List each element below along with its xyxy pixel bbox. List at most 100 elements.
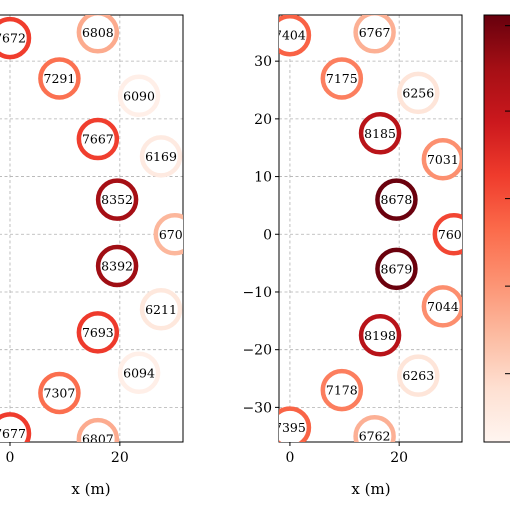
data-point-ring	[432, 213, 462, 256]
data-point-ring	[397, 354, 440, 397]
data-point-ring	[95, 244, 139, 288]
right-grid	[279, 15, 462, 442]
y-tick-label: 10	[254, 170, 272, 186]
data-point: 8392	[95, 244, 139, 288]
data-point: 7404	[274, 15, 312, 57]
data-point-label: 8678	[381, 192, 413, 207]
left-points: 7672 6808 7291 6090 7667 6169 8352 6708 8392 6211…	[0, 15, 191, 447]
data-point: 6094	[117, 351, 161, 395]
data-point-label: 6708	[159, 227, 191, 242]
data-point-label: 6211	[145, 302, 177, 317]
y-tick-label: 30	[254, 54, 272, 70]
data-point-label: 6169	[145, 149, 177, 164]
data-point-ring	[397, 71, 440, 115]
data-point-ring	[117, 351, 161, 395]
data-point-ring	[76, 15, 120, 54]
data-point-label: 6767	[359, 25, 391, 40]
right-x-axis-label: x (m)	[351, 480, 390, 498]
data-point: 7031	[421, 138, 462, 181]
data-point-label: 7672	[0, 31, 26, 46]
data-point: 7667	[76, 117, 120, 161]
data-point: 8198	[358, 314, 402, 357]
data-point-ring	[358, 314, 402, 357]
data-point-ring	[139, 288, 183, 331]
data-point-ring	[76, 117, 120, 161]
left-plot: 0 20 7672 6808 7291 6090 7667 6169 8352 6708 8392…	[0, 14, 191, 498]
data-point-label: 7667	[82, 132, 114, 147]
data-point: 6708	[153, 213, 191, 256]
data-point-ring	[95, 178, 139, 221]
colorbar	[483, 14, 510, 443]
data-point-label: 7044	[427, 299, 459, 314]
data-point-label: 6807	[82, 432, 114, 447]
data-point-ring	[375, 178, 418, 221]
data-point-ring	[76, 311, 120, 354]
colorbar-gradient	[483, 14, 510, 443]
data-point-label: 7307	[44, 385, 76, 400]
data-point-label: 7178	[326, 383, 358, 398]
data-point-ring	[421, 138, 462, 181]
data-point-ring	[38, 57, 81, 100]
data-point-ring	[0, 16, 32, 60]
data-point-label: 7607	[438, 227, 470, 242]
data-point: 6808	[76, 15, 120, 54]
y-tick-label: −20	[242, 343, 272, 359]
data-point-ring	[139, 135, 183, 178]
data-point-ring	[38, 371, 81, 415]
x-tick-label: 0	[285, 450, 294, 466]
data-point: 7291	[38, 57, 81, 100]
data-point: 6807	[76, 417, 120, 447]
data-point-label: 6808	[82, 25, 114, 40]
data-point: 7607	[432, 213, 470, 256]
right-y-ticks: 30 20 10 0 −10 −20 −30	[242, 54, 279, 416]
data-point-ring	[76, 417, 120, 442]
data-point-label: 6263	[402, 368, 434, 383]
data-point-label: 6256	[402, 85, 434, 100]
right-points: 7404 6767 7175 6256 8185 7031 8678 7607 8679 7044…	[274, 15, 470, 442]
data-point-ring	[117, 74, 161, 118]
data-point: 6211	[139, 288, 183, 331]
data-point: 6762	[353, 414, 396, 442]
left-x-ticks: 0 20	[6, 442, 129, 466]
data-point: 7175	[320, 57, 364, 100]
x-tick-label: 20	[111, 450, 129, 466]
data-point: 8679	[375, 247, 418, 291]
data-point: 7044	[421, 285, 462, 328]
data-point: 6263	[397, 354, 440, 397]
data-point-ring	[358, 112, 402, 155]
data-point-ring	[421, 285, 462, 328]
data-point: 6169	[139, 135, 183, 178]
data-point: 7672	[0, 16, 32, 60]
right-plot: 0 20 30 20 10 0 −10 −20 −30 7404 6767 7175 6256 818…	[242, 14, 470, 498]
data-point-label: 8352	[101, 192, 133, 207]
data-point-label: 7175	[326, 71, 358, 86]
data-point-ring	[0, 412, 32, 442]
data-point-label: 8185	[364, 126, 396, 141]
data-point: 7178	[320, 368, 364, 412]
data-point-ring	[320, 368, 364, 412]
data-point-label: 7291	[44, 71, 76, 86]
data-point: 8678	[375, 178, 418, 221]
x-tick-label: 0	[6, 450, 15, 466]
data-point: 8352	[95, 178, 139, 221]
data-point-ring	[279, 15, 312, 57]
data-point: 7395	[274, 406, 312, 442]
y-tick-label: 20	[254, 112, 272, 128]
data-point-label: 7395	[274, 420, 306, 435]
y-tick-label: 0	[263, 227, 272, 243]
data-point-label: 7404	[274, 28, 306, 43]
right-x-ticks: 0 20	[285, 442, 408, 466]
data-point-label: 8392	[101, 259, 133, 274]
data-point: 6767	[353, 15, 396, 54]
data-point: 8185	[358, 112, 402, 155]
left-x-axis-label: x (m)	[71, 480, 110, 498]
y-tick-label: −10	[242, 285, 272, 301]
data-point-ring	[153, 213, 183, 256]
x-tick-label: 20	[390, 450, 408, 466]
data-point-ring	[279, 406, 312, 442]
data-point-ring	[320, 57, 364, 100]
data-point: 7307	[38, 371, 81, 415]
data-point-label: 8679	[381, 261, 413, 276]
